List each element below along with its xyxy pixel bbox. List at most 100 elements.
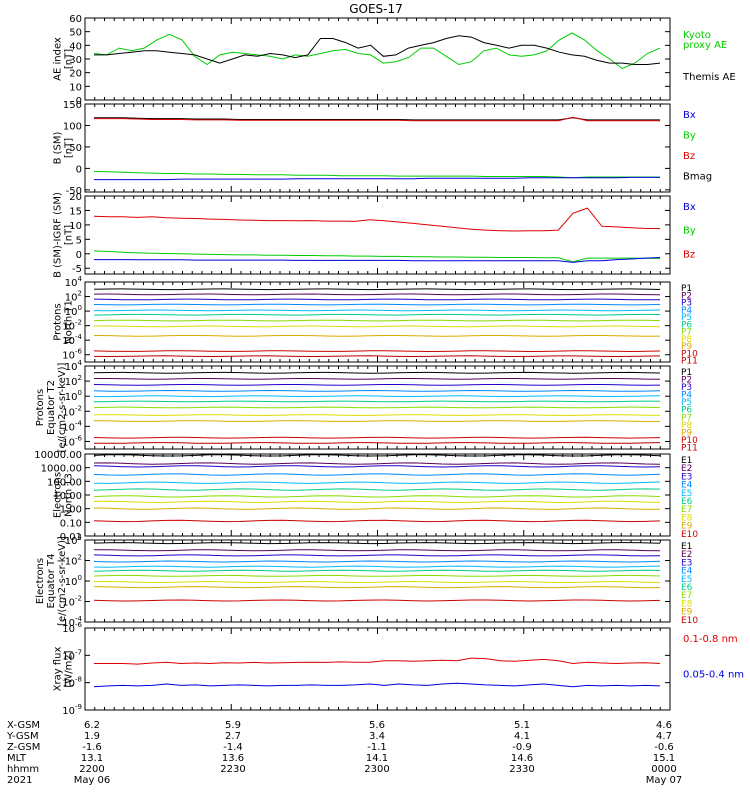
channel-line-e1 (93, 454, 661, 457)
axis-row-value: 2230 (220, 764, 245, 775)
axis-row-label-2021: 2021 (7, 775, 32, 786)
y-tick-label: 100 (63, 121, 82, 132)
axis-row-value: 2200 (79, 764, 104, 775)
channel-label-e2: E2 (681, 550, 692, 560)
y-tick-label: 50 (69, 28, 82, 39)
channel-line-p8 (93, 414, 661, 416)
channel-line-p4 (93, 389, 661, 392)
channel-line-p1 (93, 288, 661, 291)
channel-label-p7: P7 (681, 413, 692, 423)
axis-row-value: 15.1 (653, 753, 675, 764)
channel-label-p6: P6 (681, 320, 692, 330)
axis-row-label-mlt: MLT (7, 753, 27, 764)
panel-frame-xray (84, 627, 671, 711)
channel-label-e7: E7 (681, 591, 692, 601)
y-tick-label: 10-2 (62, 404, 82, 418)
y-tick-label: 10 (69, 221, 82, 232)
y-tick-label: 40 (69, 41, 82, 52)
y-tick-label: 5 (76, 235, 82, 246)
channel-label-p7: P7 (681, 328, 692, 338)
axis-row-value: 2.7 (225, 731, 241, 742)
axis-row-value: 2330 (509, 764, 534, 775)
channel-label-p8: P8 (681, 335, 692, 345)
legend-bx: Bx (683, 202, 696, 213)
channel-line-e10 (93, 519, 661, 523)
channel-label-p3: P3 (681, 299, 692, 309)
y-tick-label: 100 (65, 389, 82, 403)
axis-row-value: May 06 (74, 775, 111, 786)
channel-label-e2: E2 (681, 464, 692, 474)
y-tick-label: 30 (69, 55, 82, 66)
channel-label-p3: P3 (681, 383, 692, 393)
legend-themis-ae: Themis AE (682, 72, 736, 83)
channel-label-e7: E7 (681, 505, 692, 515)
channel-line-p7 (93, 319, 661, 322)
channel-label-e3: E3 (681, 472, 692, 482)
y-tick-label: -50 (66, 186, 82, 197)
channel-line-p2 (93, 293, 661, 296)
axis-row-value: -0.6 (654, 742, 674, 753)
y-axis-label: Equator T2 (46, 380, 57, 435)
y-tick-label: 10-2 (62, 319, 82, 333)
channel-line-p10 (93, 350, 661, 353)
channel-line-e3 (93, 554, 661, 557)
channel-line-p4 (93, 303, 661, 306)
y-tick-label: 10 (69, 82, 82, 93)
axis-row-value: -1.6 (82, 742, 102, 753)
channel-line-e10 (93, 599, 661, 602)
axis-row-label-y-gsm: Y-GSM (6, 731, 39, 742)
y-tick-label: 100 (65, 574, 82, 588)
y-axis-label: B (SM)-IGRF (SM) (53, 192, 64, 278)
channel-label-p5: P5 (681, 313, 692, 323)
y-tick-label: 1.00 (60, 505, 82, 516)
axis-row-value: 1.9 (84, 731, 100, 742)
channel-label-p9: P9 (681, 428, 692, 438)
legend-by: By (683, 130, 696, 141)
axis-row-value: 4.7 (656, 731, 672, 742)
axis-row-value: 2300 (364, 764, 389, 775)
legend-kyoto: Kyoto (683, 30, 711, 41)
channel-label-p5: P5 (681, 398, 692, 408)
y-axis-label: [e/(cm2-s-sr-keV)] (57, 362, 68, 452)
channel-line-e2 (93, 462, 661, 465)
channel-label-e10: E10 (681, 616, 698, 626)
axis-row-value: 14.1 (366, 753, 388, 764)
channel-label-p1: P1 (681, 368, 692, 378)
y-tick-label: 10-7 (62, 648, 82, 662)
channel-label-p11: P11 (681, 443, 698, 453)
channel-line-e6 (93, 569, 661, 572)
legend-by: By (683, 226, 696, 237)
y-tick-label: 10-4 (62, 615, 82, 629)
series-line-0-05-0-4-nm (93, 682, 661, 688)
legend-bx: Bx (683, 110, 696, 121)
channel-label-e6: E6 (681, 583, 693, 593)
channel-line-e8 (93, 580, 661, 583)
y-axis-label: Electrons (53, 472, 64, 518)
series-line-themis-ae (94, 35, 661, 65)
series-line-kyoto-proxy-ae (93, 32, 661, 70)
channel-line-e8 (93, 500, 661, 504)
channel-line-p11 (93, 442, 661, 444)
y-tick-label: 100 (65, 304, 82, 318)
y-tick-label: 0 (76, 164, 82, 175)
y-tick-label: 0.10 (60, 518, 82, 529)
y-tick-label: 20 (69, 69, 82, 80)
channel-label-e9: E9 (681, 522, 693, 532)
axis-row-value: 14.6 (511, 753, 533, 764)
channel-label-p4: P4 (681, 391, 692, 401)
channel-line-p6 (93, 400, 661, 403)
y-tick-label: 102 (65, 554, 82, 568)
y-tick-label: 60 (69, 14, 82, 25)
channel-label-p2: P2 (681, 291, 692, 301)
axis-row-value: 5.6 (369, 720, 385, 731)
y-tick-label: 10-6 (62, 434, 82, 448)
y-axis-label: [nT] (64, 49, 75, 69)
channel-label-e6: E6 (681, 497, 693, 507)
channel-line-e9 (93, 586, 661, 589)
channel-label-e4: E4 (681, 567, 693, 577)
channel-line-e9 (93, 507, 661, 510)
legend-bz: Bz (683, 151, 695, 162)
channel-label-e1: E1 (681, 456, 692, 466)
